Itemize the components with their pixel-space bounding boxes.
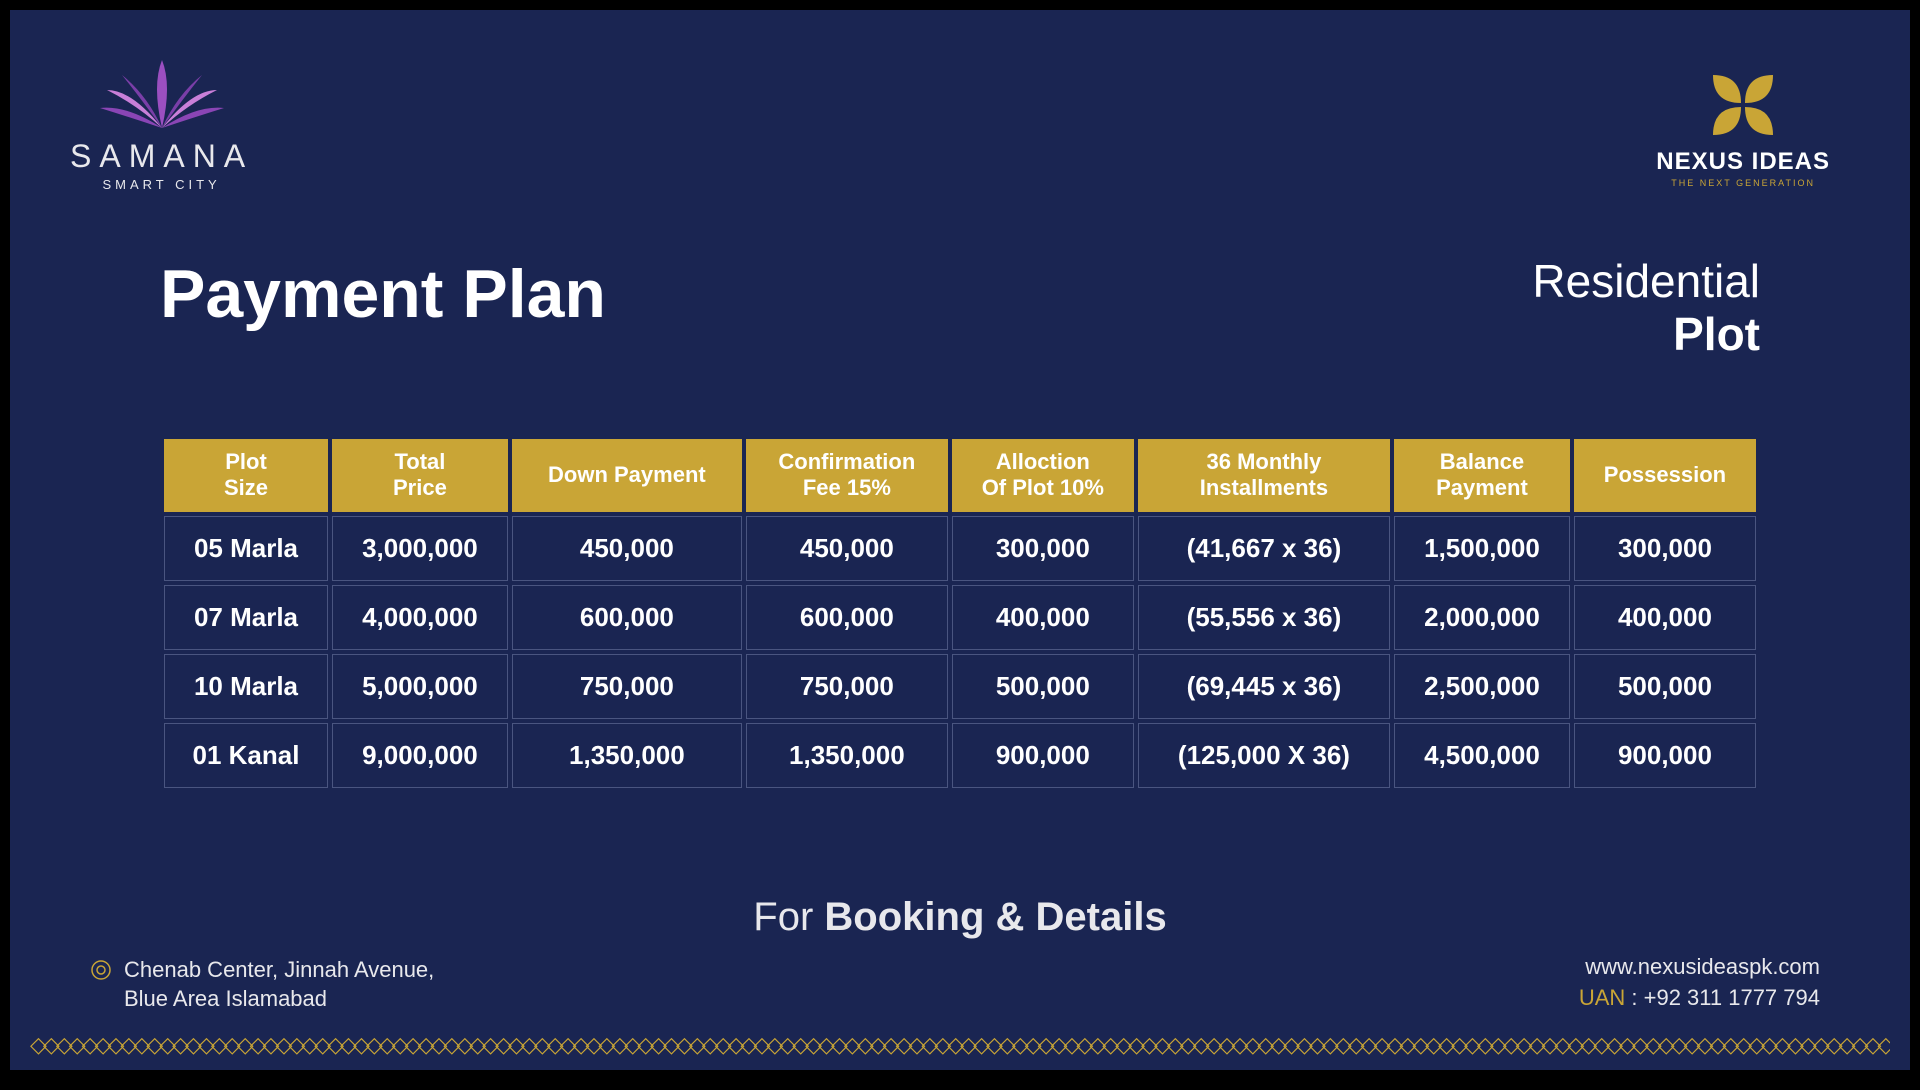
table-cell: 4,500,000 bbox=[1394, 723, 1570, 788]
table-header: PlotSize bbox=[164, 439, 328, 512]
table-cell: 600,000 bbox=[512, 585, 742, 650]
table-cell: 300,000 bbox=[952, 516, 1134, 581]
brand-left-name: SAMANA bbox=[70, 138, 253, 175]
table-cell: 3,000,000 bbox=[332, 516, 508, 581]
brand-right-name: NEXUS IDEAS bbox=[1656, 148, 1830, 176]
address-line2: Blue Area Islamabad bbox=[124, 986, 327, 1011]
table-cell: 500,000 bbox=[952, 654, 1134, 719]
uan-label: UAN bbox=[1579, 985, 1625, 1010]
slide-frame: SAMANA SMART CITY NEXUS IDEAS THE NEXT G… bbox=[10, 10, 1910, 1070]
uan-sep: : bbox=[1625, 985, 1643, 1010]
plot-type: Residential Plot bbox=[1532, 255, 1760, 361]
booking-prefix: For bbox=[753, 895, 824, 939]
table-cell: (41,667 x 36) bbox=[1138, 516, 1390, 581]
table-cell: 400,000 bbox=[1574, 585, 1756, 650]
table-cell: 07 Marla bbox=[164, 585, 328, 650]
table-cell: 1,350,000 bbox=[746, 723, 948, 788]
table-cell: (69,445 x 36) bbox=[1138, 654, 1390, 719]
page-title: Payment Plan bbox=[160, 255, 606, 333]
brand-right: NEXUS IDEAS THE NEXT GENERATION bbox=[1656, 70, 1830, 188]
table-row: 10 Marla5,000,000750,000750,000500,000(6… bbox=[164, 654, 1756, 719]
plot-type-line2: Plot bbox=[1673, 308, 1760, 360]
table-cell: 600,000 bbox=[746, 585, 948, 650]
table-cell: 750,000 bbox=[746, 654, 948, 719]
table-header: 36 MonthlyInstallments bbox=[1138, 439, 1390, 512]
table-cell: (55,556 x 36) bbox=[1138, 585, 1390, 650]
brand-right-sub: THE NEXT GENERATION bbox=[1656, 178, 1830, 188]
table-cell: 450,000 bbox=[746, 516, 948, 581]
table-header: BalancePayment bbox=[1394, 439, 1570, 512]
address-line1: Chenab Center, Jinnah Avenue, bbox=[124, 957, 434, 982]
address-text: Chenab Center, Jinnah Avenue, Blue Area … bbox=[124, 955, 434, 1014]
table-cell: 1,500,000 bbox=[1394, 516, 1570, 581]
table-header: Down Payment bbox=[512, 439, 742, 512]
plot-type-line1: Residential bbox=[1532, 255, 1760, 307]
table-header: ConfirmationFee 15% bbox=[746, 439, 948, 512]
table-row: 01 Kanal9,000,0001,350,0001,350,000900,0… bbox=[164, 723, 1756, 788]
table-header: TotalPrice bbox=[332, 439, 508, 512]
footer-address: Chenab Center, Jinnah Avenue, Blue Area … bbox=[90, 955, 434, 1014]
table-cell: 400,000 bbox=[952, 585, 1134, 650]
brand-left: SAMANA SMART CITY bbox=[70, 50, 253, 192]
table-cell: 900,000 bbox=[1574, 723, 1756, 788]
footer-contact: www.nexusideaspk.com UAN : +92 311 1777 … bbox=[1579, 952, 1820, 1014]
website: www.nexusideaspk.com bbox=[1579, 952, 1820, 983]
table-header: Possession bbox=[1574, 439, 1756, 512]
table-cell: 300,000 bbox=[1574, 516, 1756, 581]
table-cell: 9,000,000 bbox=[332, 723, 508, 788]
payment-table: PlotSizeTotalPriceDown PaymentConfirmati… bbox=[160, 435, 1760, 792]
uan-number: +92 311 1777 794 bbox=[1644, 985, 1820, 1010]
booking-bold: Booking & Details bbox=[824, 895, 1166, 939]
payment-table-wrap: PlotSizeTotalPriceDown PaymentConfirmati… bbox=[160, 435, 1760, 792]
nexus-icon bbox=[1703, 70, 1783, 140]
decorative-border: ◇◇◇◇◇◇◇◇◇◇◇◇◇◇◇◇◇◇◇◇◇◇◇◇◇◇◇◇◇◇◇◇◇◇◇◇◇◇◇◇… bbox=[30, 1032, 1890, 1058]
table-cell: 900,000 bbox=[952, 723, 1134, 788]
table-cell: 5,000,000 bbox=[332, 654, 508, 719]
table-cell: 01 Kanal bbox=[164, 723, 328, 788]
brand-left-sub: SMART CITY bbox=[70, 177, 253, 192]
uan-line: UAN : +92 311 1777 794 bbox=[1579, 983, 1820, 1014]
table-row: 07 Marla4,000,000600,000600,000400,000(5… bbox=[164, 585, 1756, 650]
table-cell: 450,000 bbox=[512, 516, 742, 581]
booking-line: For Booking & Details bbox=[10, 895, 1910, 940]
table-row: 05 Marla3,000,000450,000450,000300,000(4… bbox=[164, 516, 1756, 581]
table-cell: 500,000 bbox=[1574, 654, 1756, 719]
table-cell: 05 Marla bbox=[164, 516, 328, 581]
table-header: AlloctionOf Plot 10% bbox=[952, 439, 1134, 512]
table-cell: 2,500,000 bbox=[1394, 654, 1570, 719]
table-cell: 1,350,000 bbox=[512, 723, 742, 788]
table-cell: 2,000,000 bbox=[1394, 585, 1570, 650]
table-cell: 4,000,000 bbox=[332, 585, 508, 650]
table-cell: 750,000 bbox=[512, 654, 742, 719]
title-row: Payment Plan Residential Plot bbox=[160, 255, 1760, 361]
location-icon bbox=[90, 959, 112, 981]
table-cell: 10 Marla bbox=[164, 654, 328, 719]
lotus-icon bbox=[92, 50, 232, 130]
table-cell: (125,000 X 36) bbox=[1138, 723, 1390, 788]
